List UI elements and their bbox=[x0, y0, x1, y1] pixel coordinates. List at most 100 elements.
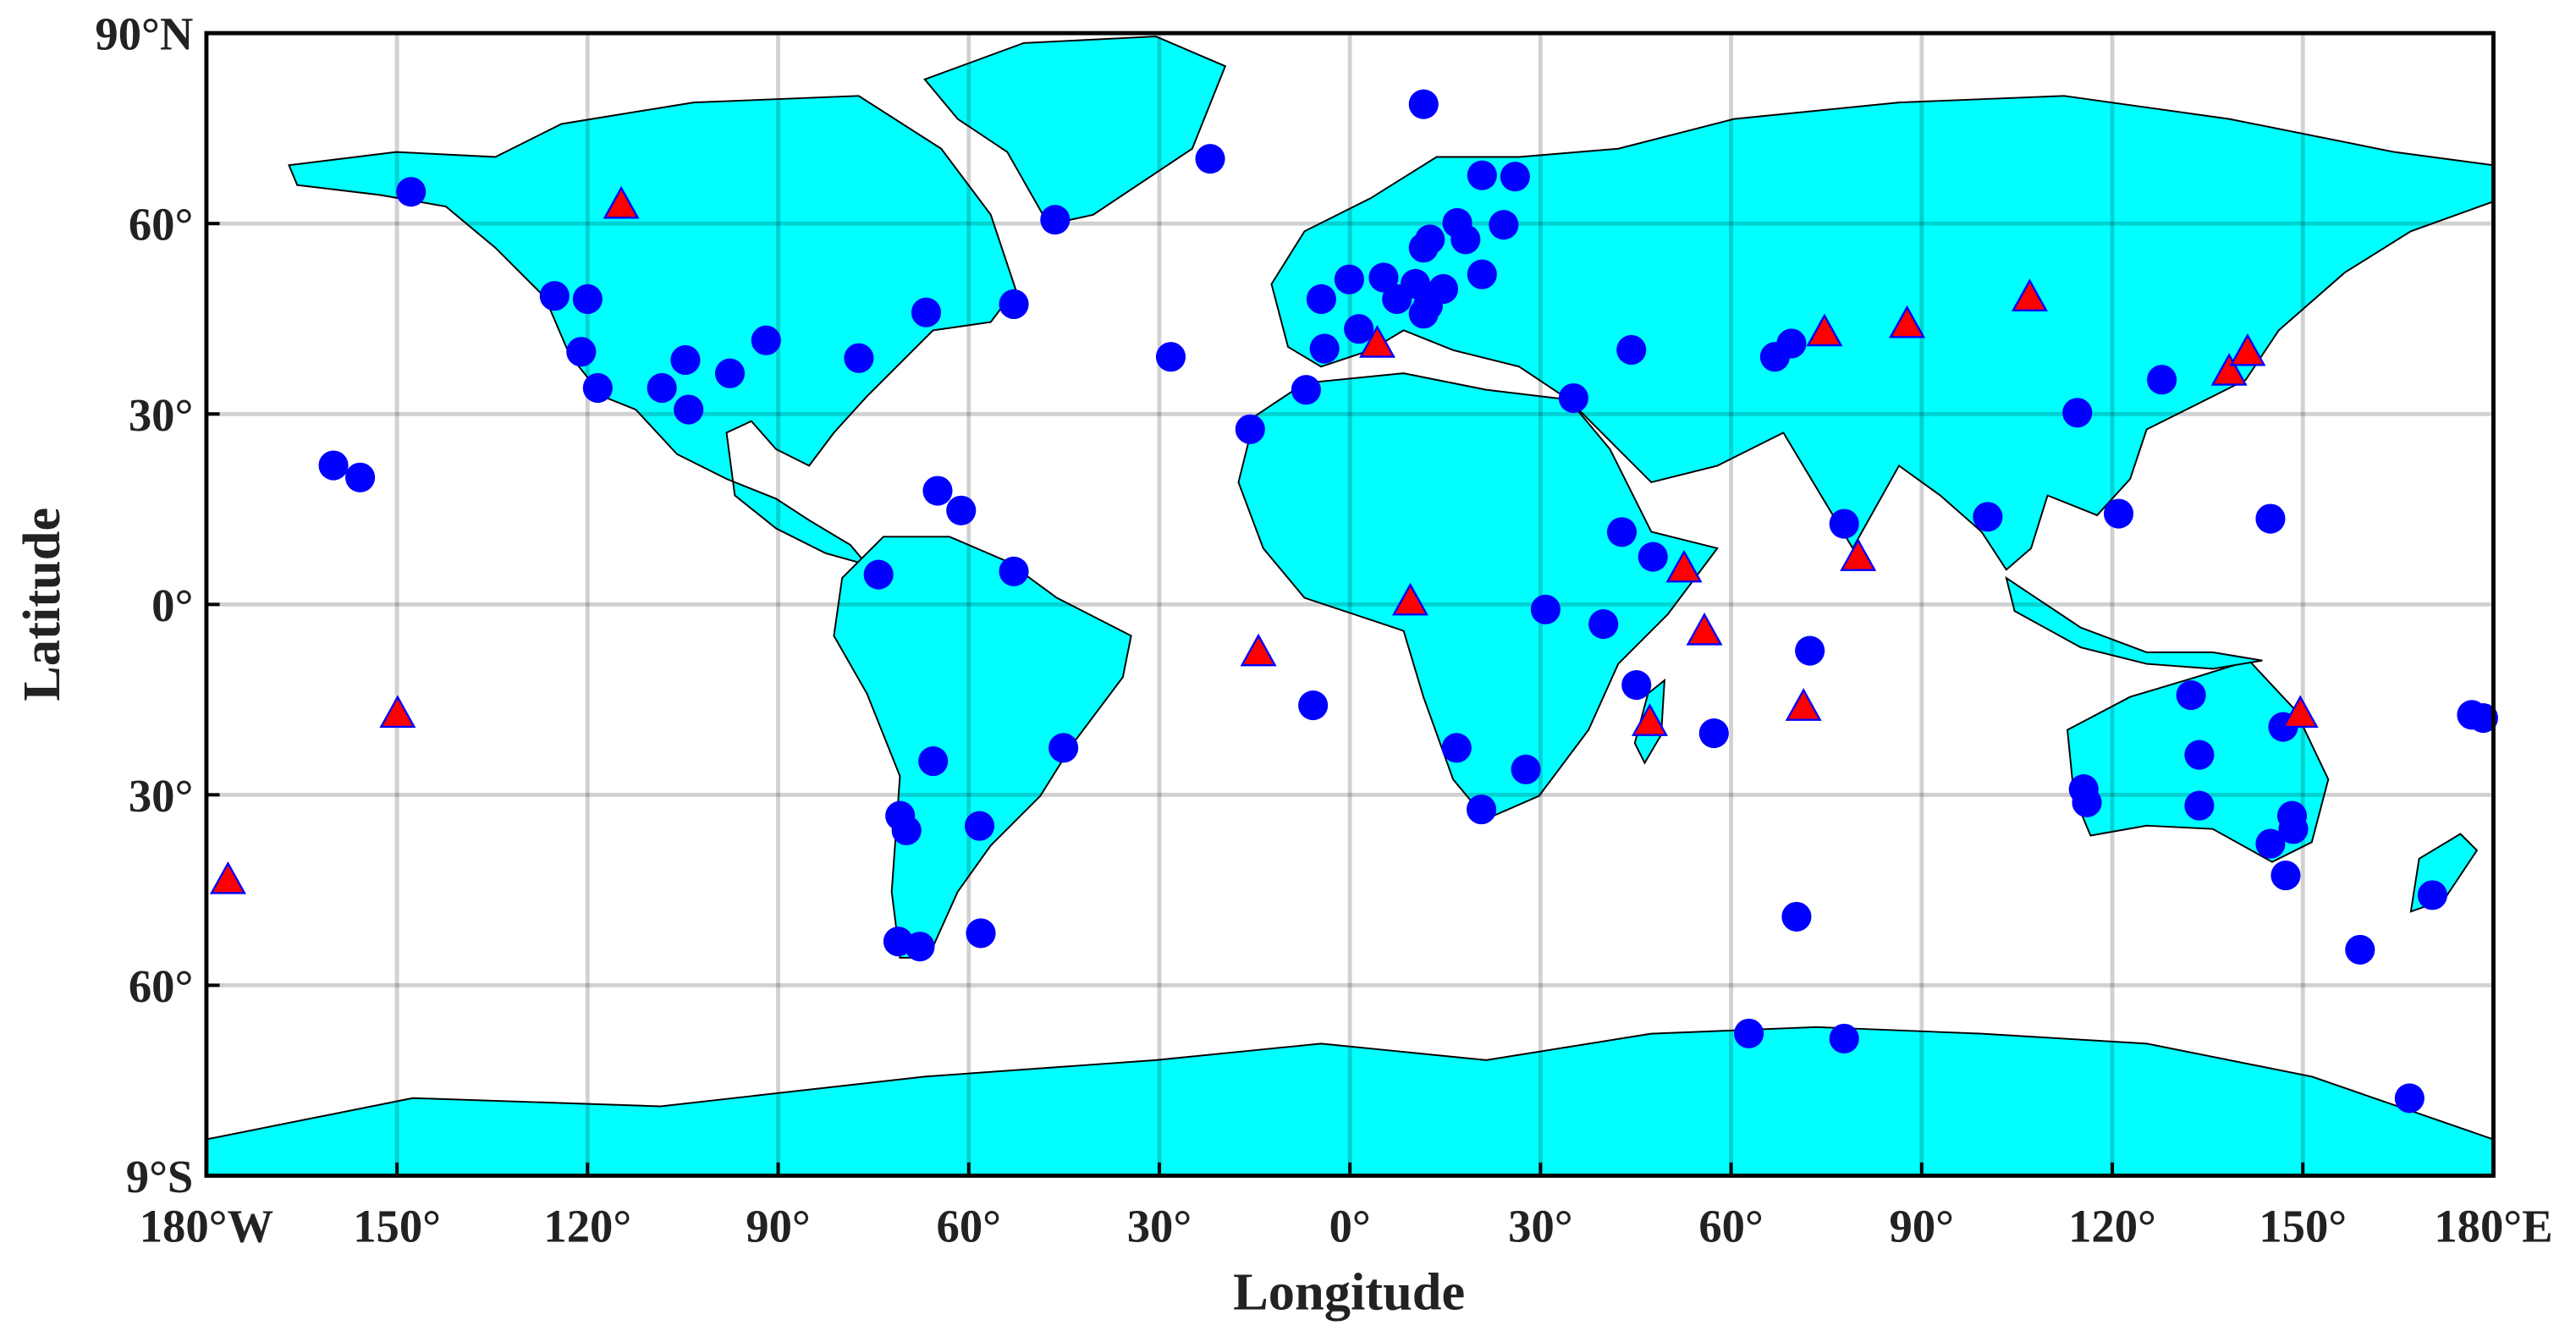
markers bbox=[209, 89, 2498, 1114]
circle-marker bbox=[1040, 205, 1071, 235]
circle-marker bbox=[1309, 333, 1340, 364]
circle-marker bbox=[1049, 733, 1079, 763]
circle-marker bbox=[566, 337, 597, 367]
circle-marker bbox=[1155, 342, 1186, 372]
circle-marker bbox=[1530, 594, 1560, 624]
triangle-marker bbox=[2282, 695, 2319, 729]
circle-marker bbox=[1298, 690, 1329, 721]
circle-marker bbox=[1400, 268, 1431, 300]
circle-marker bbox=[1428, 273, 1459, 305]
circle-marker bbox=[2278, 814, 2309, 844]
circle-marker bbox=[1829, 509, 1859, 539]
circle-marker bbox=[946, 495, 977, 525]
circle-marker bbox=[539, 281, 570, 311]
triangle-marker bbox=[1889, 305, 1926, 338]
x-tick-label: 60° bbox=[1698, 1200, 1763, 1251]
circle-marker bbox=[572, 283, 603, 315]
circle-marker bbox=[674, 394, 704, 425]
x-tick-label: 60° bbox=[937, 1200, 1001, 1251]
circle-marker bbox=[1291, 375, 1321, 405]
circle-marker bbox=[396, 177, 427, 207]
circle-marker bbox=[1344, 314, 1374, 344]
circle-marker bbox=[1408, 299, 1439, 329]
triangle-marker bbox=[1806, 313, 1843, 347]
circle-marker bbox=[1973, 502, 2003, 532]
x-tick-label: 0° bbox=[1329, 1200, 1371, 1251]
circle-marker bbox=[751, 325, 781, 355]
circle-marker bbox=[2345, 934, 2375, 965]
africa bbox=[1237, 372, 1719, 821]
circle-marker bbox=[999, 556, 1029, 586]
circle-marker bbox=[1489, 210, 1519, 240]
circle-marker bbox=[1795, 635, 1825, 666]
circle-marker bbox=[318, 450, 349, 481]
y-tick-label: 9°S bbox=[126, 1151, 194, 1202]
x-tick-label: 180°E bbox=[2434, 1200, 2552, 1251]
circle-marker bbox=[1511, 754, 1541, 784]
circle-marker bbox=[2468, 703, 2498, 734]
land bbox=[205, 36, 2495, 1177]
circle-marker bbox=[1467, 160, 1497, 190]
north-america bbox=[288, 95, 1017, 567]
circle-marker bbox=[2184, 740, 2215, 770]
circle-marker bbox=[2255, 503, 2286, 534]
triangle-marker bbox=[1785, 688, 1822, 721]
circle-marker bbox=[964, 811, 995, 841]
circle-marker bbox=[1195, 144, 1225, 174]
triangle-marker bbox=[1686, 612, 1723, 646]
circle-marker bbox=[582, 372, 613, 404]
circle-marker bbox=[1467, 259, 1497, 289]
triangle-marker bbox=[209, 861, 246, 894]
x-tick-label: 30° bbox=[1127, 1200, 1192, 1251]
triangle-marker bbox=[2011, 278, 2048, 312]
triangle-marker bbox=[1391, 582, 1428, 616]
circle-marker bbox=[1621, 670, 1652, 701]
circle-marker bbox=[891, 815, 922, 845]
circle-marker bbox=[918, 746, 949, 777]
circle-marker bbox=[2271, 861, 2301, 891]
x-tick-label: 150° bbox=[2259, 1200, 2347, 1251]
circle-marker bbox=[2072, 787, 2102, 817]
triangle-marker bbox=[1632, 703, 1669, 736]
circle-marker bbox=[647, 372, 677, 404]
greenland bbox=[923, 36, 1227, 226]
triangle-marker bbox=[1665, 549, 1703, 583]
circle-marker bbox=[2103, 498, 2134, 529]
triangle-marker bbox=[603, 185, 640, 219]
x-tick-label: 120° bbox=[2068, 1200, 2156, 1251]
triangle-marker bbox=[1840, 538, 1877, 571]
circle-marker bbox=[1415, 224, 1445, 255]
circle-marker bbox=[2394, 1083, 2425, 1114]
triangle-marker bbox=[2210, 353, 2248, 386]
circle-marker bbox=[670, 344, 701, 376]
circle-marker bbox=[905, 932, 935, 962]
circle-marker bbox=[1829, 1023, 1859, 1053]
circle-marker bbox=[1776, 328, 1807, 359]
circle-marker bbox=[345, 462, 376, 492]
circle-marker bbox=[1235, 414, 1265, 444]
circle-marker bbox=[1441, 733, 1472, 763]
x-tick-label: 180°W bbox=[140, 1200, 273, 1251]
circle-marker bbox=[911, 297, 942, 327]
circle-marker bbox=[1500, 162, 1530, 192]
circle-marker bbox=[2147, 365, 2177, 395]
circle-marker bbox=[1616, 334, 1647, 366]
x-tick-label: 90° bbox=[1890, 1200, 1954, 1251]
circle-marker bbox=[844, 343, 874, 373]
circle-marker bbox=[1606, 517, 1638, 547]
circle-marker bbox=[1467, 795, 1497, 825]
x-tick-label: 30° bbox=[1508, 1200, 1572, 1251]
y-tick-label: 0° bbox=[151, 580, 193, 631]
y-tick-label: 60° bbox=[129, 199, 193, 250]
circle-marker bbox=[2176, 680, 2206, 711]
circle-marker bbox=[1450, 224, 1481, 255]
y-tick-label: 30° bbox=[129, 770, 193, 822]
circle-marker bbox=[1368, 262, 1399, 293]
x-tick-label: 90° bbox=[746, 1200, 810, 1251]
circle-marker bbox=[1558, 382, 1588, 414]
circle-marker bbox=[2062, 398, 2093, 428]
y-tick-label: 90°N bbox=[95, 8, 193, 60]
circle-marker bbox=[2184, 790, 2215, 821]
circle-marker bbox=[1408, 89, 1439, 119]
